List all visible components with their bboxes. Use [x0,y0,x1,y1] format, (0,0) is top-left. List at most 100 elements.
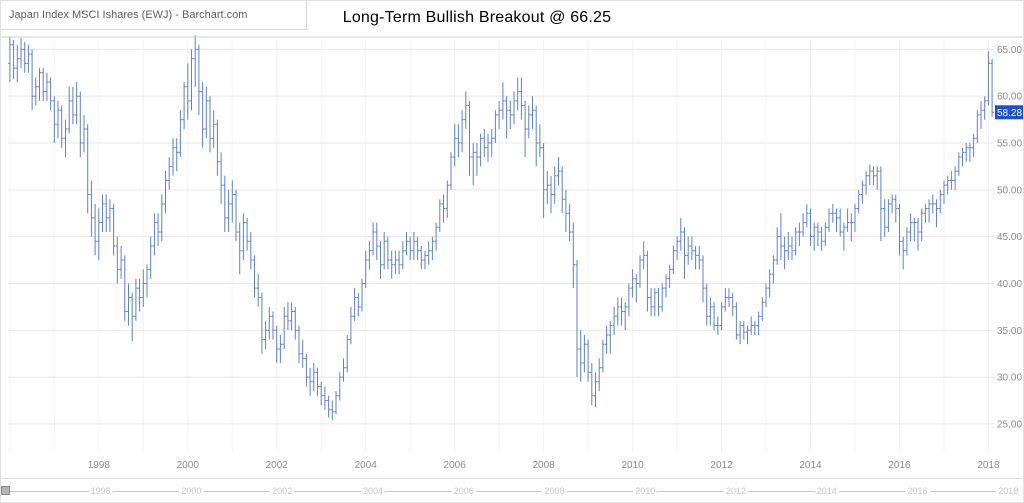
time-range-scrollbar[interactable]: 1998 2000 2002 2004 2006 2008 2010 2012 2014 2016… [0,483,1024,500]
x-axis-label: 2018 [977,460,1000,471]
ohlc-bar [412,232,416,260]
ohlc-bar [56,100,60,139]
ohlc-bar [493,110,498,143]
ohlc-bar [946,175,950,195]
ohlc-bar [171,138,175,176]
ohlc-bar [523,100,527,157]
ohlc-bar [301,339,305,368]
ohlc-bar [897,203,902,256]
ohlc-bar [352,288,357,321]
ohlc-bar [890,194,894,214]
ohlc-bar [345,335,349,373]
ohlc-bar [786,232,790,260]
ohlc-bar [482,129,486,157]
ohlc-bar [386,236,390,270]
ohlc-bar [938,189,942,214]
ohlc-bar [100,194,105,232]
ohlc-bar [267,306,271,340]
ohlc-bar [401,241,405,270]
ohlc-bar [497,100,501,129]
ohlc-bar [490,129,494,157]
ohlc-bar [604,325,609,354]
ohlc-bar [86,124,90,214]
ohlc-bar [408,236,412,260]
ohlc-bar [756,311,761,335]
ohlc-bar [234,189,238,242]
ohlc-bar [586,339,590,382]
ohlc-bar [145,264,149,298]
ohlc-bar [642,241,646,270]
ohlc-bar [52,96,56,143]
ohlc-bar [619,297,624,326]
ohlc-bar [11,40,16,80]
ohlc-bar [271,311,275,340]
ohlc-bar [423,250,427,270]
ohlc-bar [697,246,701,270]
scrollbar-left-handle[interactable] [1,486,10,495]
ohlc-bar [842,222,846,251]
ohlc-bar [834,208,839,232]
ohlc-bar [686,236,690,265]
ohlc-bar [286,302,290,331]
ohlc-bar [593,372,598,408]
ohlc-bar [920,208,924,242]
ohlc-bar [156,213,160,246]
scrollbar-year-label: 2002 [270,486,295,497]
ohlc-bar [78,91,82,157]
ohlc-bar [104,194,108,232]
ohlc-bar [808,208,813,246]
ohlc-bar [771,255,776,284]
ohlc-bar [719,302,724,331]
chart-title: Long-Term Bullish Breakout @ 66.25 [342,9,612,26]
y-axis-label: 40.00 [997,279,1022,290]
ohlc-bar [849,213,853,242]
ohlc-bar [456,124,461,157]
ohlc-bar [986,51,991,106]
ohlc-bar [679,217,683,251]
x-axis-label: 2010 [621,460,644,471]
ohlc-bar [430,236,435,260]
ohlc-bar [582,335,587,373]
ohlc-bar [338,372,342,401]
ohlc-bar [390,250,394,279]
ohlc-bar [319,381,323,406]
ohlc-bar [460,110,464,153]
bottom-separator [0,478,1024,479]
ohlc-bar [330,400,334,421]
ohlc-bar [638,255,642,289]
chart-legend: Japan Index MSCI Ishares (EWJ) - Barchar… [0,0,307,30]
ohlc-bar [82,114,86,153]
x-axis-label: 2014 [799,460,822,471]
ohlc-bar [34,77,38,106]
ohlc-bar [601,339,605,373]
ohlc-bar [378,241,383,279]
x-axis-label: 2002 [266,460,289,471]
ohlc-bar [37,68,42,101]
ohlc-bar [471,143,475,186]
ohlc-bar [382,232,386,270]
ohlc-bar [453,124,457,167]
ohlc-bar [538,124,542,157]
ohlc-bar [256,274,260,307]
ohlc-bar [478,133,483,167]
legend-text: Japan Index MSCI Ishares (EWJ) - Barchar… [9,8,248,21]
ohlc-bar [249,232,253,270]
ohlc-bar [734,302,739,340]
ohlc-bar [968,143,972,162]
ohlc-bar [71,86,75,125]
ohlc-bar [794,227,798,256]
ohlc-bar [282,306,286,349]
ohlc-bar [293,306,297,340]
ohlc-bar [556,157,561,186]
price-chart-canvas[interactable]: 65.00 60.00 55.00 50.00 45.00 40.00 35.00 30.00… [0,0,1024,478]
ohlc-bar [241,213,246,260]
ohlc-bar [812,222,816,251]
ohlc-bar [278,335,283,363]
ohlc-bar [297,325,301,363]
ohlc-bar [975,110,979,143]
ohlc-bar [137,278,142,312]
ohlc-bar [212,110,216,148]
ohlc-bar [816,222,820,246]
ohlc-bar [516,77,520,111]
scrollbar-track[interactable] [10,491,1008,492]
